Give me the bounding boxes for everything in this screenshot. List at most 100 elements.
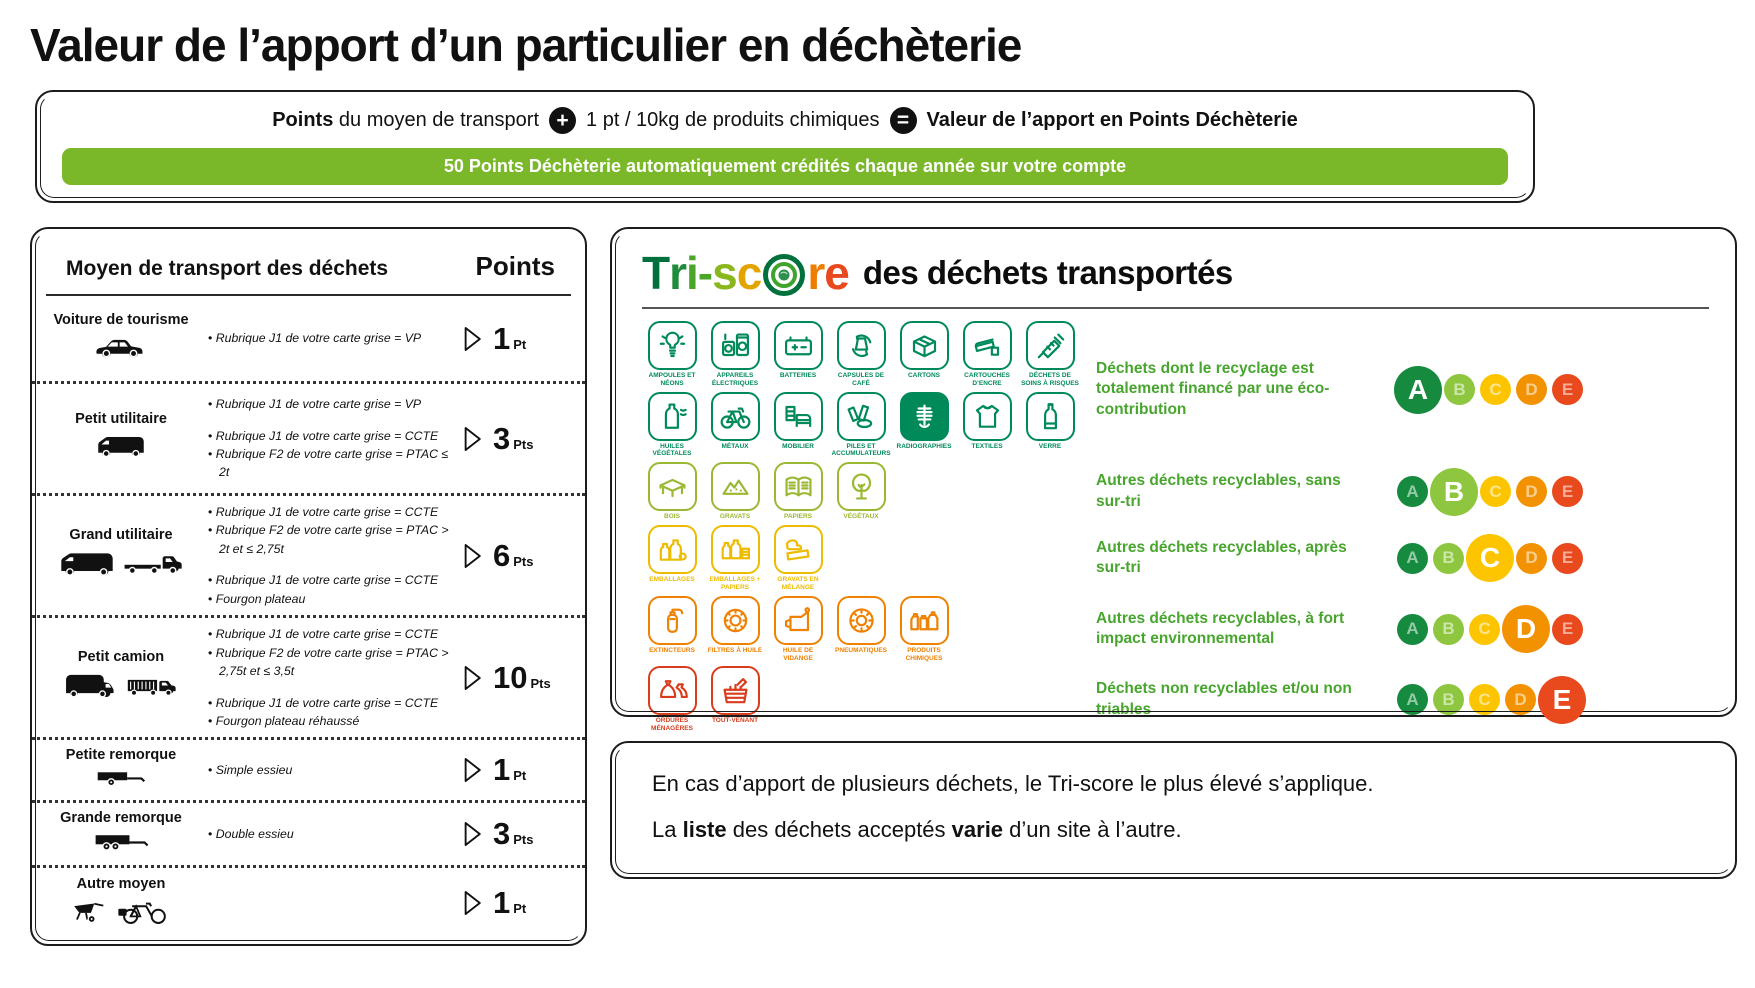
waste-item-label: GRAVATS EN MÉLANGE [777, 576, 819, 591]
waste-item-gravats: GRAVATS [705, 462, 765, 521]
pneumatiques-icon [836, 595, 886, 645]
vehicle-label: Petit camion [77, 648, 165, 665]
grade-badge-b: B [1433, 684, 1464, 716]
points-cell: 1 Pt [463, 321, 575, 357]
arrow-right-icon [463, 325, 484, 353]
vehicle-label: Petit utilitaire [75, 411, 167, 428]
points-cell: 10 Pts [463, 660, 575, 696]
grade-badge-a: A [1397, 476, 1428, 508]
infographic-page: Valeur de l’apport d’un particulier en d… [0, 0, 1755, 946]
triscore-description: Déchets dont le recyclage est totalement… [1096, 359, 1330, 418]
cartouches-d-encre-icon [962, 321, 1012, 370]
grade-badge-e: E [1552, 542, 1583, 574]
huile-de-vidange-icon [773, 595, 823, 645]
papiers-icon [773, 462, 823, 512]
transport-row-voiture-de-tourisme: Voiture de tourisme Rubrique J1 de votre … [32, 296, 585, 384]
transport-row-petite-remorque: Petite remorque Simple essieu 1Pt [32, 740, 585, 803]
target-globe-icon [762, 253, 806, 297]
waste-item-label: VERRE [1038, 442, 1062, 450]
mobilier-icon [773, 391, 823, 441]
grade-badge-c: C [1480, 476, 1511, 508]
waste-item-label: MOBILIER [782, 442, 814, 450]
triscore-description: Autres déchets recyclables, à fort impac… [1096, 609, 1345, 648]
waste-item-label: ORDURES MÉNAGÈRES [651, 717, 693, 733]
waste-item-papiers: PAPIERS [768, 462, 828, 521]
waste-item-mobilier: MOBILIER [768, 391, 828, 459]
vehicle-label: Grand utilitaire [69, 526, 173, 543]
waste-item-label: VÉGÉTAUX [843, 513, 879, 521]
single-axle-trailer-icon [94, 768, 148, 793]
waste-item-label: MÉTAUX [721, 442, 749, 450]
notes-box: En cas d’apport de plusieurs déchets, le… [610, 741, 1737, 879]
piles-et-accumulateurs-icon [836, 391, 886, 441]
waste-item-produits-chimiques: PRODUITS CHIMIQUES [894, 595, 954, 663]
grade-badge-a: A [1397, 684, 1428, 716]
triscore-band-a: AMPOULES ET NÉONS APPAREILS ÉLECTRIQUES BA… [642, 321, 1709, 458]
transport-row-petit-camion: Petit camion Rubrique J1 de votre carte g… [32, 618, 585, 741]
arrow-right-icon [463, 820, 484, 848]
big-van-icon [63, 670, 119, 707]
wheelbarrow-icon [72, 900, 110, 930]
verre-icon [1025, 391, 1075, 441]
waste-item-capsules-de-cafe: CAPSULES DE CAFÉ [831, 321, 891, 388]
note-highest-score: En cas d’apport de plusieurs déchets, le… [652, 771, 1374, 796]
header-divider [46, 294, 571, 296]
triscore-divider [642, 307, 1709, 309]
vehicle-label: Petite remorque [65, 747, 177, 764]
points-column-header: Points [475, 251, 555, 281]
transport-table-header: Moyen de transport des déchets Points [32, 245, 585, 294]
grade-badge-e: E [1552, 374, 1583, 406]
points-value: 3 Pts [493, 420, 534, 456]
waste-item-gravats-en-melange: GRAVATS EN MÉLANGE [768, 525, 828, 592]
points-value: 6 Pts [493, 537, 534, 573]
criteria-bullet: Rubrique J1 de votre carte grise = CCTE [206, 427, 461, 445]
waste-item-label: HUILE DE VIDANGE [782, 646, 814, 662]
waste-item-dechets-de-soins-a-risques: DÉCHETS DE SOINS À RISQUES [1020, 321, 1080, 388]
waste-item-label: FILTRES À HUILE [707, 646, 763, 654]
triscore-band-b: BOIS GRAVATS PAPIERS VÉGÉTAUX Autres déchets… [642, 462, 1709, 521]
waste-item-label: DÉCHETS DE SOINS À RISQUES [1021, 372, 1079, 387]
cartons-icon [899, 321, 949, 370]
car-icon [93, 333, 149, 365]
points-cell: 6 Pts [463, 538, 575, 574]
grade-badge-a: A [1397, 542, 1428, 574]
batteries-icon [773, 321, 823, 370]
waste-item-textiles: TEXTILES [957, 391, 1017, 459]
annual-credit-banner: 50 Points Déchèterie automatiquement cré… [62, 148, 1508, 185]
transport-row-petit-utilitaire: Petit utilitaire Rubrique J1 de votre car… [32, 384, 585, 496]
grade-badge-c: C [1466, 534, 1514, 583]
transport-rows: Voiture de tourisme Rubrique J1 de votre … [32, 296, 585, 938]
vehicle-label: Autre moyen [76, 875, 166, 892]
emballages-icon [647, 525, 697, 575]
radiographies-icon [899, 391, 949, 441]
points-formula: Points du moyen de transport + 1 pt / 10… [37, 107, 1533, 134]
capsules-de-cafe-icon [836, 321, 886, 370]
points-cell: 1 Pt [463, 885, 575, 921]
criteria-list: Double essieu [196, 825, 463, 843]
filtres-a-huile-icon [710, 595, 760, 645]
grade-badge-b: B [1430, 467, 1478, 516]
waste-item-label: BOIS [664, 513, 680, 521]
metaux-icon [710, 391, 760, 441]
huiles-vegetales-icon [647, 391, 697, 441]
grade-badge-c: C [1480, 374, 1511, 406]
grade-badge-b: B [1444, 374, 1475, 406]
waste-item-tout-venant: TOUT-VENANT [705, 666, 765, 733]
page-title: Valeur de l’apport d’un particulier en d… [30, 19, 1022, 71]
criteria-bullet: Double essieu [206, 825, 461, 843]
waste-item-bois: BOIS [642, 462, 702, 521]
waste-item-label: TOUT-VENANT [711, 717, 759, 725]
grade-badge-c: C [1469, 613, 1500, 645]
bold-text: liste [682, 817, 727, 842]
bold-text: varie [951, 817, 1004, 842]
vehicle-label: Voiture de tourisme [53, 312, 189, 329]
criteria-list: Rubrique J1 de votre carte grise = VP Rub… [196, 395, 463, 482]
criteria-bullet: Rubrique J1 de votre carte grise = VP [206, 329, 461, 347]
criteria-list: Rubrique J1 de votre carte grise = VP [196, 329, 463, 347]
grade-badge-a: A [1397, 613, 1428, 645]
